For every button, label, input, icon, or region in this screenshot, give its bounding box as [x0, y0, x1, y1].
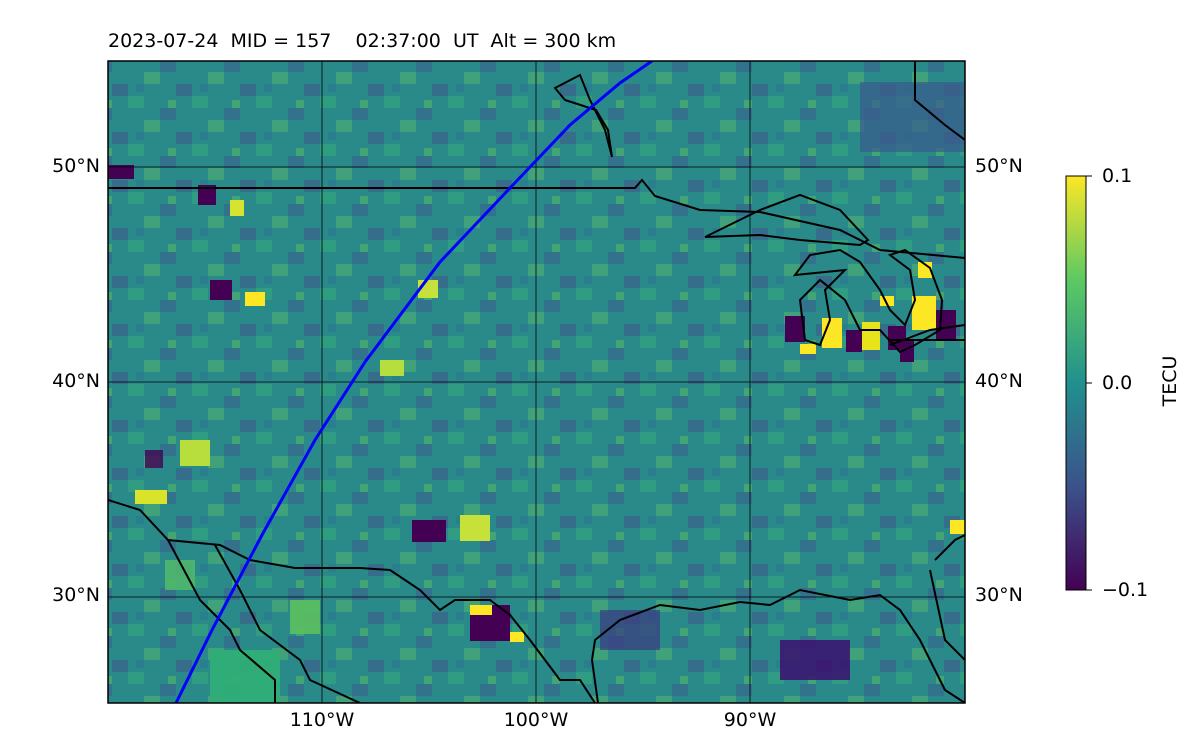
lat-label-right-40: 40°N [975, 370, 1023, 392]
tec-anomalies [108, 82, 965, 703]
lat-label-right-30: 30°N [975, 584, 1023, 606]
graticule [108, 61, 965, 703]
map-frame [107, 60, 966, 704]
colorbar-ticks [1086, 175, 1092, 591]
colorbar [1065, 175, 1087, 591]
lat-label-left-40: 40°N [52, 370, 100, 392]
tec-map [108, 61, 965, 703]
colorbar-max-label: 0.1 [1102, 165, 1133, 187]
lon-label-100w: 100°W [503, 709, 569, 731]
map-title: 2023-07-24 MID = 157 02:37:00 UT Alt = 3… [108, 30, 617, 52]
satellite-track [174, 61, 653, 703]
lat-label-left-30: 30°N [52, 584, 100, 606]
colorbar-title: TECU [1159, 355, 1181, 407]
lon-label-90w: 90°W [723, 709, 777, 731]
colorbar-mid-label: 0.0 [1102, 372, 1133, 394]
lon-label-110w: 110°W [289, 709, 355, 731]
colorbar-min-label: −0.1 [1102, 579, 1149, 601]
lat-label-left-50: 50°N [52, 155, 100, 177]
lat-label-right-50: 50°N [975, 155, 1023, 177]
